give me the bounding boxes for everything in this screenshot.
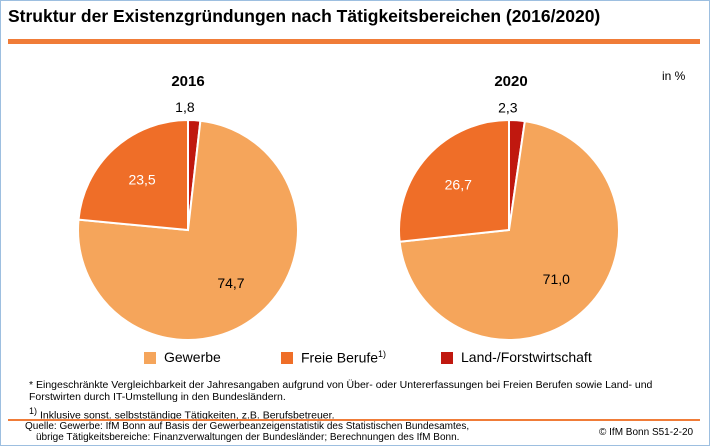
legend-swatch-gewerbe	[144, 352, 156, 364]
pie-label-2020-land-forstwirtschaft: 2,3	[498, 99, 518, 115]
legend-label-freie-berufe: Freie Berufe	[301, 349, 379, 366]
footer-rule	[8, 419, 700, 421]
legend-swatch-land-forst	[441, 352, 453, 364]
pie-slice-2020-freie-berufe	[398, 118, 510, 243]
footnote-1-mark: 1)	[29, 406, 38, 416]
legend-footnote-mark: 1)	[378, 349, 387, 359]
pie-slice-2016-freie-berufe	[77, 118, 189, 232]
pie-title-2016: 2016	[171, 73, 205, 90]
pie-label-2020-freie-berufe: 26,7	[445, 176, 472, 192]
source-line-1: Quelle: Gewerbe: IfM Bonn auf Basis der …	[25, 421, 470, 432]
legend-label-land-forst: Land-/Forstwirtschaft	[461, 349, 592, 365]
pie-label-2016-freie-berufe: 23,5	[128, 172, 155, 188]
legend: Gewerbe Freie Berufe1) Land-/Forstwirtsc…	[1, 349, 709, 369]
credit: © IfM Bonn S51-2-20	[599, 427, 694, 438]
pie-label-2016-land-forstwirtschaft: 1,8	[175, 99, 195, 115]
title-rule	[8, 39, 700, 44]
pie-label-2016-gewerbe: 74,7	[217, 275, 244, 291]
unit-label: in %	[662, 69, 686, 83]
pie-title-2020: 2020	[494, 73, 528, 90]
source-note: Quelle: Gewerbe: IfM Bonn auf Basis der …	[25, 421, 469, 443]
legend-label-gewerbe: Gewerbe	[164, 349, 221, 365]
chart-title: Struktur der Existenzgründungen nach Tät…	[8, 6, 601, 26]
pie-label-2020-gewerbe: 71,0	[543, 271, 570, 287]
footnote-1: 1) Inklusive sonst. selbstständige Tätig…	[29, 405, 697, 422]
legend-swatch-freie-berufe	[281, 352, 293, 364]
footnote-1-text: Inklusive sonst. selbstständige Tätigkei…	[39, 409, 335, 422]
footnote-asterisk: * Eingeschränkte Vergleichbarkeit der Ja…	[29, 379, 653, 403]
source-line-2: übrige Tätigkeitsbereiche: Finanzverwalt…	[36, 432, 460, 443]
pie-charts: 1,8 74,7 23,5 2,3 71,0 26,7	[77, 99, 620, 341]
